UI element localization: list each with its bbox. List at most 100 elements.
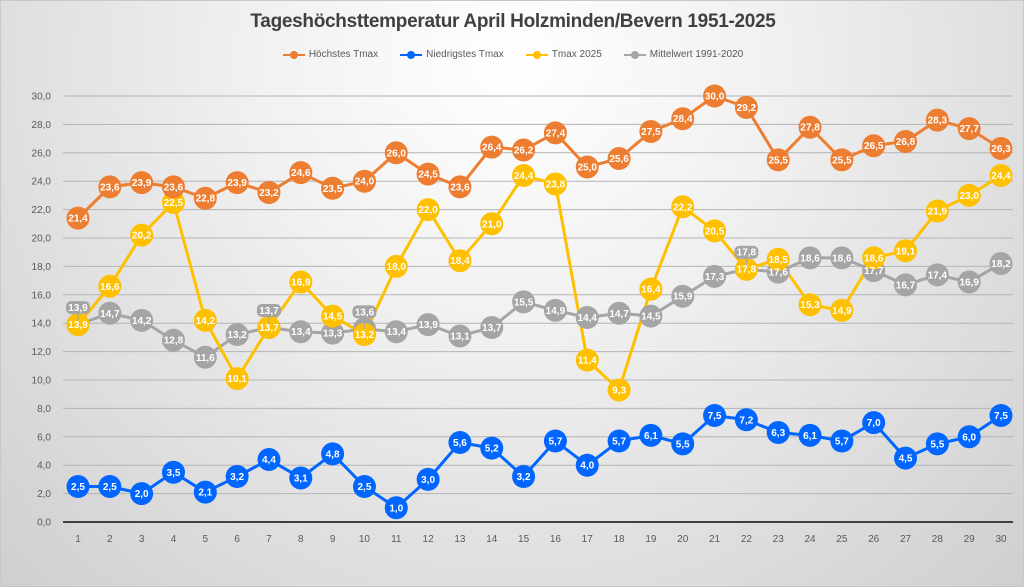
- data-label: 24,0: [355, 177, 375, 188]
- data-label: 13,2: [355, 330, 375, 341]
- data-label: 3,5: [167, 468, 181, 479]
- data-label: 16,9: [291, 278, 311, 289]
- data-point: [352, 475, 376, 498]
- data-label: 17,8: [737, 248, 757, 259]
- legend-swatch-icon: [525, 50, 548, 60]
- series-layer: [76, 94, 1002, 510]
- data-label: 15,9: [673, 292, 693, 303]
- data-label: 14,5: [323, 312, 343, 323]
- data-point: [225, 465, 249, 489]
- data-point: [703, 219, 727, 243]
- label-pill: [734, 245, 759, 259]
- data-label: 13,9: [68, 303, 88, 314]
- data-point: [480, 436, 504, 460]
- data-point: [830, 246, 854, 270]
- data-point: [639, 423, 663, 447]
- y-tick-label: 30,0: [32, 92, 52, 103]
- x-tick-label: 13: [454, 534, 466, 545]
- x-tick-label: 24: [804, 534, 816, 545]
- data-label: 16,4: [641, 285, 661, 296]
- data-point: [671, 107, 695, 131]
- x-tick-label: 25: [836, 534, 848, 545]
- data-label: 18,5: [768, 255, 788, 266]
- data-label: 11,4: [578, 356, 597, 367]
- data-label: 28,4: [673, 114, 693, 125]
- data-label: 3,2: [517, 472, 531, 483]
- data-label: 14,9: [546, 306, 566, 317]
- data-label: 13,2: [227, 330, 247, 341]
- data-label: 12,8: [164, 336, 184, 347]
- data-point: [384, 320, 408, 344]
- data-label: 25,0: [578, 163, 598, 174]
- data-point: [512, 290, 536, 314]
- data-label: 23,2: [259, 188, 279, 199]
- data-point: [957, 425, 981, 449]
- data-point: [766, 247, 790, 271]
- data-label: 6,1: [803, 431, 817, 442]
- data-point: [925, 108, 949, 132]
- data-point: [607, 378, 631, 402]
- legend-swatch-icon: [623, 50, 646, 60]
- data-label: 3,2: [230, 472, 244, 483]
- data-point: [925, 199, 949, 223]
- x-tick-label: 8: [298, 534, 304, 545]
- y-tick-label: 26,0: [32, 148, 52, 159]
- data-label: 26,5: [864, 141, 884, 152]
- data-point: [607, 146, 631, 170]
- data-point: [703, 84, 727, 108]
- legend-item-tmax-2025[interactable]: Tmax 2025: [525, 49, 602, 60]
- legend-item-hoechstes-tmax[interactable]: Höchstes Tmax: [282, 49, 378, 60]
- data-point: [193, 186, 217, 210]
- y-tick-label: 2,0: [37, 489, 51, 500]
- data-label: 25,5: [832, 155, 852, 166]
- data-point: [448, 324, 472, 348]
- y-tick-label: 12,0: [32, 347, 52, 358]
- data-point: [416, 467, 440, 491]
- data-label: 15,3: [800, 300, 820, 311]
- data-label: 14,7: [609, 309, 629, 320]
- data-label: 14,7: [100, 309, 120, 320]
- data-point: [575, 453, 599, 477]
- legend-item-niedrigstes-tmax[interactable]: Niedrigstes Tmax: [400, 49, 504, 60]
- data-point: [130, 308, 154, 332]
- legend-swatch-icon: [282, 50, 305, 60]
- legend-item-mittelwert[interactable]: Mittelwert 1991-2020: [623, 49, 743, 60]
- data-point: [894, 446, 918, 470]
- data-label: 27,5: [641, 127, 661, 138]
- x-tick-label: 23: [773, 534, 785, 545]
- data-point: [225, 367, 249, 391]
- data-label: 13,3: [323, 329, 343, 340]
- data-point: [130, 482, 154, 506]
- data-label: 18,2: [991, 259, 1011, 270]
- x-tick-label: 22: [741, 534, 753, 545]
- x-tick-label: 10: [359, 534, 371, 545]
- data-label: 4,4: [262, 455, 276, 466]
- data-point: [830, 298, 854, 322]
- data-point: [161, 175, 185, 199]
- data-label: 21,0: [482, 219, 502, 230]
- data-label: 17,4: [928, 270, 948, 281]
- data-point: [543, 172, 567, 196]
- data-point: [671, 432, 695, 456]
- data-point: [66, 206, 90, 230]
- data-label: 13,1: [450, 331, 470, 342]
- data-point: [130, 223, 154, 247]
- data-point: [830, 429, 854, 453]
- data-point: [798, 115, 822, 139]
- data-label: 9,3: [612, 385, 626, 396]
- data-point: [671, 195, 695, 219]
- x-tick-label: 21: [709, 534, 721, 545]
- data-point: [480, 212, 504, 236]
- y-tick-label: 28,0: [32, 120, 52, 131]
- data-label: 13,7: [482, 323, 502, 334]
- data-point: [894, 239, 918, 263]
- x-tick-label: 20: [677, 534, 689, 545]
- data-point: [289, 161, 313, 185]
- data-label: 24,4: [991, 171, 1011, 182]
- data-label: 2,5: [357, 482, 371, 493]
- data-point: [321, 321, 345, 345]
- data-point: [384, 254, 408, 278]
- data-label: 28,3: [928, 116, 948, 127]
- data-point: [925, 432, 949, 456]
